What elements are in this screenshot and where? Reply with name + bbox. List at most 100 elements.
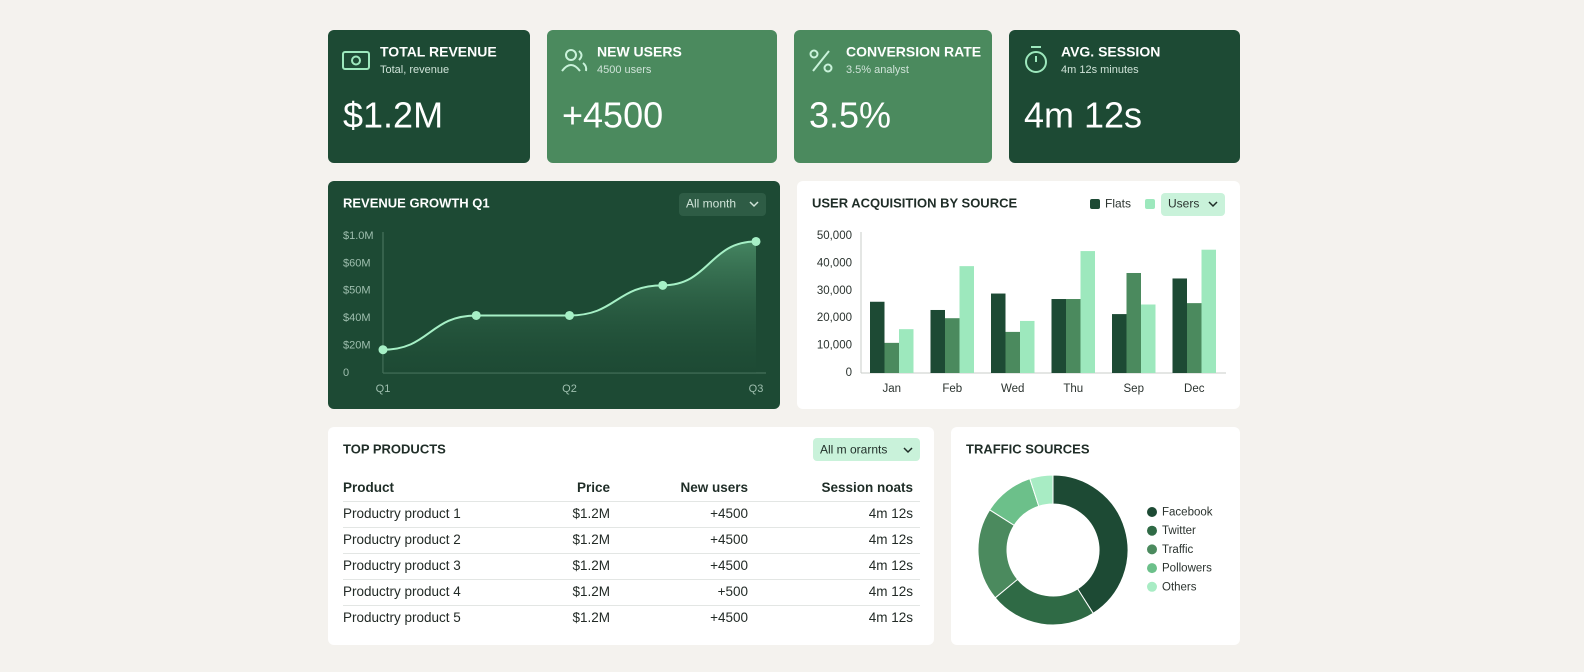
y-tick-label: $50M [343,285,371,297]
table-cell: 4m 12s [869,506,914,521]
bar [1187,303,1202,373]
x-tick-label: Dec [1184,383,1205,395]
table-header: New users [680,480,748,495]
kpi-value: 3.5% [809,95,891,136]
kpi-card [1009,30,1240,163]
area [383,241,756,373]
y-tick-label: 50,000 [817,230,852,242]
kpi-card [794,30,992,163]
bar [1005,331,1020,373]
table-header: Session noats [821,480,913,495]
bar [1020,320,1035,373]
table-header: Price [577,480,611,495]
legend-label: Facebook [1162,507,1213,519]
table-cell: $1.2M [572,506,610,521]
legend-label: Others [1162,581,1197,593]
table-cell: Productry product 3 [343,558,461,573]
bar [1080,251,1095,373]
dropdown-label: All m orarnts [820,443,887,457]
chevron [749,201,759,208]
legend-swatch [1145,199,1155,209]
y-tick-label: 20,000 [817,312,852,324]
legend-swatch [1147,544,1157,555]
table-cell: +4500 [710,506,748,521]
bar [899,329,914,373]
kpi-value: +4500 [562,95,663,136]
x-tick-label: Q3 [749,383,764,395]
table-cell: Productry product 5 [343,610,461,625]
chart-title: USER ACQUISITION BY SOURCE [812,195,1017,210]
table-cell: 4m 12s [869,610,914,625]
bar [1051,299,1066,373]
bar [1141,304,1156,373]
kpi-subtitle: 4500 users [597,64,652,76]
legend-label: Twitter [1162,525,1196,537]
kpi-card [328,30,530,163]
bar [991,293,1006,373]
kpi-title: AVG. SESSION [1061,44,1160,60]
dropdown[interactable] [679,193,766,216]
x-tick-label: Thu [1063,383,1083,395]
y-tick-label: 40,000 [817,257,852,269]
icon-timer [1025,46,1047,73]
point [658,280,668,290]
x-tick-label: Q1 [376,383,391,395]
table-cell: +4500 [710,610,748,625]
table-header: Product [343,480,395,495]
y-tick-label: $60M [343,257,371,269]
table-cell: Productry product 4 [343,584,461,599]
legend-label: Traffic [1162,544,1194,556]
bar [1201,249,1216,373]
table-cell: Productry product 1 [343,506,461,521]
y-tick-label: 0 [846,367,852,379]
y-tick-label: $1.0M [343,230,374,242]
x-tick-label: Q2 [562,383,577,395]
table-cell: +500 [718,584,748,599]
kpi-value: $1.2M [343,95,443,136]
table-cell: 4m 12s [869,558,914,573]
legend-swatch [1147,581,1157,592]
bar [884,342,899,373]
x-tick-label: Feb [942,383,962,395]
dropdown[interactable] [813,438,920,461]
table-cell: +4500 [710,558,748,573]
bar [1066,299,1081,373]
kpi-subtitle: 4m 12s minutes [1061,64,1139,76]
icon-users [561,49,588,72]
legend-swatch [1090,199,1100,209]
kpi-title: TOTAL REVENUE [380,44,497,60]
bar [870,301,885,373]
table-cell: $1.2M [572,584,610,599]
kpi-card [547,30,777,163]
point [378,345,388,355]
y-tick-label: $20M [343,340,371,352]
y-tick-label: 10,000 [817,340,852,352]
table-cell: Productry product 2 [343,532,461,547]
y-tick-label: $40M [343,312,371,324]
icon-money [342,51,370,70]
table-card [328,427,934,645]
table-cell: 4m 12s [869,532,914,547]
table-cell: $1.2M [572,558,610,573]
slice [1052,474,1129,615]
legend-pill[interactable] [1161,193,1225,216]
table-cell: +4500 [710,532,748,547]
bar [1172,278,1187,373]
kpi-title: NEW USERS [597,44,682,60]
table-cell: $1.2M [572,532,610,547]
kpi-value: 4m 12s [1024,95,1142,136]
point [565,310,574,320]
point [751,236,761,246]
slice [1029,474,1054,507]
chart-title: REVENUE GROWTH Q1 [343,195,490,210]
table-cell: 4m 12s [869,584,914,599]
legend-swatch [1147,525,1157,536]
legend-swatch [1147,507,1157,517]
bar [959,266,974,373]
chevron [1208,201,1218,208]
kpi-subtitle: 3.5% analyst [846,64,909,76]
bar [945,318,960,373]
legend-label: Pollowers [1162,563,1212,575]
